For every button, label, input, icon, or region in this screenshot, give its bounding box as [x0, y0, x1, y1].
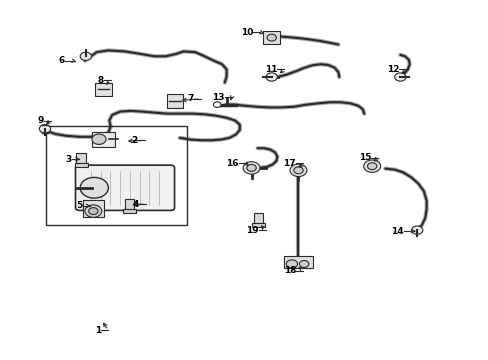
Circle shape	[367, 163, 376, 170]
Circle shape	[265, 73, 277, 81]
Text: 15: 15	[358, 153, 370, 162]
Circle shape	[299, 261, 308, 267]
Bar	[284, 256, 312, 269]
Bar	[122, 209, 136, 213]
Text: 13: 13	[212, 93, 224, 102]
Text: 14: 14	[391, 227, 403, 236]
Bar	[76, 153, 86, 163]
Circle shape	[88, 208, 98, 215]
Circle shape	[363, 160, 380, 172]
Text: 5: 5	[76, 201, 82, 210]
Circle shape	[213, 102, 221, 107]
Text: 12: 12	[386, 65, 399, 74]
Text: 16: 16	[226, 159, 238, 168]
Circle shape	[85, 205, 102, 217]
Circle shape	[266, 34, 276, 41]
Text: 7: 7	[187, 94, 193, 103]
Circle shape	[92, 134, 106, 144]
Bar	[263, 31, 280, 44]
Circle shape	[394, 73, 405, 81]
Text: 8: 8	[97, 76, 103, 85]
Circle shape	[246, 165, 256, 171]
Text: 6: 6	[59, 56, 65, 65]
Bar	[253, 213, 263, 223]
Circle shape	[243, 162, 260, 174]
Bar	[166, 94, 183, 108]
Text: 3: 3	[65, 155, 72, 164]
Circle shape	[289, 164, 306, 176]
Text: 4: 4	[132, 200, 139, 209]
Bar	[74, 163, 87, 167]
Text: 1: 1	[95, 326, 101, 335]
Bar	[92, 132, 115, 147]
Text: 9: 9	[37, 116, 43, 125]
Bar	[46, 126, 187, 225]
Text: 11: 11	[264, 65, 277, 74]
Text: 19: 19	[245, 226, 258, 235]
Bar	[251, 222, 264, 227]
Text: 2: 2	[131, 136, 137, 145]
Circle shape	[285, 260, 297, 268]
Text: 18: 18	[283, 266, 296, 275]
Circle shape	[411, 226, 422, 234]
FancyBboxPatch shape	[75, 165, 174, 210]
Circle shape	[80, 52, 91, 60]
Circle shape	[39, 125, 51, 133]
Circle shape	[80, 177, 108, 198]
Bar	[83, 200, 103, 217]
Circle shape	[293, 167, 303, 174]
Text: 10: 10	[240, 28, 252, 37]
Bar	[95, 82, 112, 96]
Bar	[124, 199, 134, 210]
Text: 17: 17	[283, 159, 296, 168]
